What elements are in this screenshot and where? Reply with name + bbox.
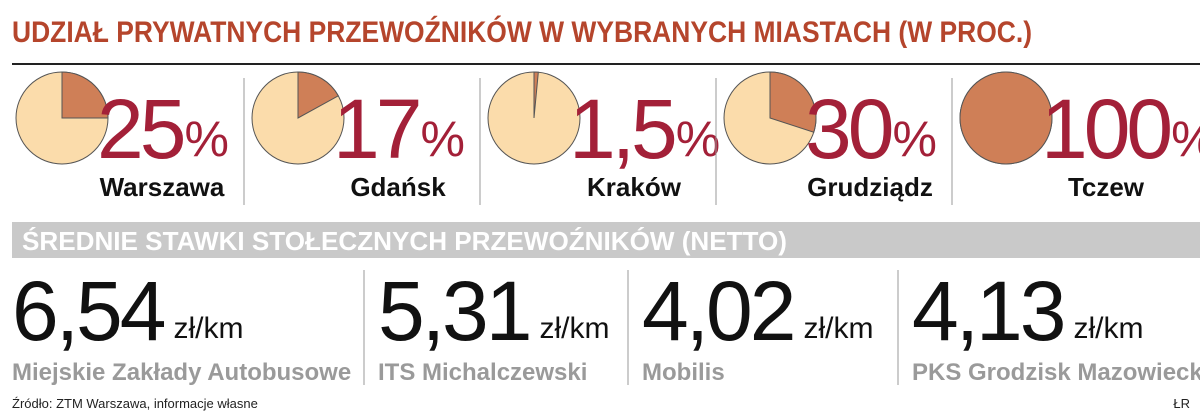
carrier: PKS Grodzisk Mazowiecki bbox=[912, 359, 1200, 386]
share-value: 100 bbox=[1041, 82, 1170, 176]
carrier: Miejskie Zakłady Autobusowe bbox=[12, 359, 351, 386]
rate-value: 4,02 bbox=[642, 264, 794, 358]
city: Gdańsk bbox=[350, 172, 446, 202]
share-unit: % bbox=[892, 111, 936, 167]
title: UDZIAŁ PRYWATNYCH PRZEWOŹNIKÓW W WYBRANY… bbox=[12, 15, 1032, 49]
pie-slice bbox=[61, 71, 109, 119]
city: Tczew bbox=[1068, 172, 1145, 202]
city: Kraków bbox=[587, 172, 682, 202]
carrier: Mobilis bbox=[642, 359, 725, 386]
share-value: 30 bbox=[805, 82, 892, 176]
section-title: ŚREDNIE STAWKI STOŁECZNYCH PRZEWOŹNIKÓW … bbox=[22, 226, 787, 256]
share-unit: % bbox=[676, 111, 720, 167]
city: Grudziądz bbox=[807, 172, 933, 202]
rate-unit: zł/km bbox=[540, 312, 610, 345]
rate-value: 6,54 bbox=[12, 264, 165, 358]
band bbox=[12, 222, 1200, 258]
share-value: 25 bbox=[97, 82, 184, 176]
city: Warszawa bbox=[100, 172, 225, 202]
source: Źródło: ZTM Warszawa, informacje własne bbox=[12, 396, 258, 411]
carrier: ITS Michalczewski bbox=[378, 359, 587, 386]
pie-slice bbox=[769, 71, 817, 133]
pie-slice bbox=[959, 71, 1053, 165]
share-unit: % bbox=[184, 111, 228, 167]
credit: ŁR bbox=[1173, 396, 1190, 411]
share-unit: % bbox=[420, 111, 464, 167]
pie-slice bbox=[297, 71, 339, 119]
rate-value: 5,31 bbox=[378, 264, 530, 358]
share-value: 17 bbox=[333, 82, 419, 176]
rate-value: 4,13 bbox=[912, 264, 1064, 358]
rate-unit: zł/km bbox=[174, 312, 244, 345]
share-value: 1,5 bbox=[569, 82, 675, 176]
rate-unit: zł/km bbox=[804, 312, 874, 345]
share-unit: % bbox=[1171, 111, 1200, 167]
pie-slice bbox=[533, 71, 539, 119]
rate-unit: zł/km bbox=[1074, 312, 1144, 345]
